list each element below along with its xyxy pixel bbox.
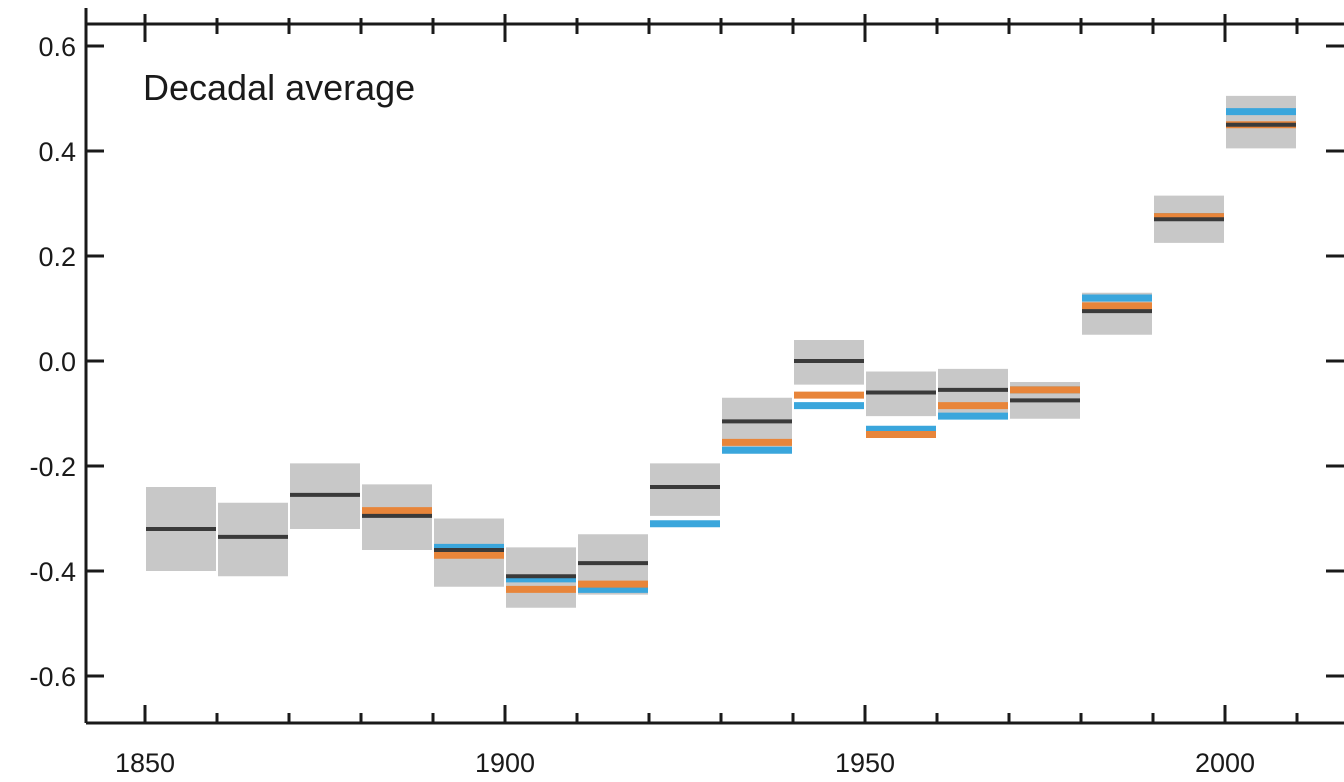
black-series-mark-1890	[434, 548, 504, 552]
y-tick-label-2: 0.2	[38, 242, 76, 272]
blue-series-mark-1950	[866, 425, 936, 433]
black-series-mark-1880	[362, 513, 432, 518]
black-series-mark-1860	[218, 534, 288, 539]
blue-series-mark-1890	[434, 543, 504, 551]
orange-series-mark-1970	[1010, 386, 1080, 394]
orange-series-mark-1990	[1154, 213, 1224, 221]
blue-series-mark-1910	[578, 585, 648, 593]
x-tick-label-1900: 1900	[475, 748, 535, 778]
blue-series-mark-1930	[722, 446, 792, 454]
y-tick-label-5: -0.4	[29, 557, 76, 587]
black-series-mark-1900	[506, 574, 576, 579]
orange-series-mark-1910	[578, 580, 648, 588]
uncertainty-boxes	[146, 95, 1296, 608]
y-tick-label-6: -0.6	[29, 662, 76, 692]
y-tick-label-1: 0.4	[38, 137, 76, 167]
axes	[84, 8, 1344, 725]
orange-series-mark-1980	[1082, 302, 1152, 310]
black-series-mark-1850	[146, 527, 216, 531]
black-series-mark-1870	[290, 492, 360, 497]
black-series-mark-1990	[1154, 217, 1224, 222]
orange-series-mark-1930	[722, 438, 792, 446]
axis-ticks	[86, 14, 1344, 723]
uncertainty-box-1920	[650, 463, 720, 516]
black-series-mark-1930	[722, 419, 792, 424]
black-series-mark-1910	[578, 561, 648, 566]
axis-tick-labels: 1850 1900 1950 2000 0.6 0.4 0.2 0.0 -0.2 -0.4 -0.6	[29, 32, 1255, 778]
y-tick-label-0: 0.6	[38, 32, 76, 62]
x-tick-label-1850: 1850	[115, 748, 175, 778]
series-lines	[146, 108, 1296, 593]
black-series-mark-1940	[794, 359, 864, 363]
y-tick-label-4: -0.2	[29, 452, 76, 482]
black-series-mark-1920	[650, 485, 720, 489]
black-series-mark-2000	[1226, 122, 1296, 127]
chart-annotation: Decadal average	[143, 67, 415, 108]
orange-series-mark-1900	[506, 585, 576, 593]
blue-series-mark-1900	[506, 575, 576, 583]
orange-series-mark-1890	[434, 551, 504, 559]
blue-series-mark-1980	[1082, 294, 1152, 302]
blue-series-mark-1920	[650, 520, 720, 528]
blue-series-mark-1960	[938, 412, 1008, 420]
x-tick-label-2000: 2000	[1195, 748, 1255, 778]
uncertainty-box-1860	[218, 502, 288, 577]
black-series-mark-1950	[866, 390, 936, 395]
black-series-mark-1980	[1082, 309, 1152, 314]
y-tick-label-3: 0.0	[38, 347, 76, 377]
black-series-mark-1970	[1010, 398, 1080, 403]
orange-series-mark-1940	[794, 391, 864, 399]
black-series-mark-1960	[938, 387, 1008, 392]
orange-series-mark-1880	[362, 507, 432, 515]
x-tick-label-1950: 1950	[835, 748, 895, 778]
blue-series-mark-1940	[794, 402, 864, 410]
orange-series-mark-1960	[938, 402, 1008, 410]
blue-series-mark-2000	[1226, 108, 1296, 116]
orange-series-mark-1950	[866, 431, 936, 438]
